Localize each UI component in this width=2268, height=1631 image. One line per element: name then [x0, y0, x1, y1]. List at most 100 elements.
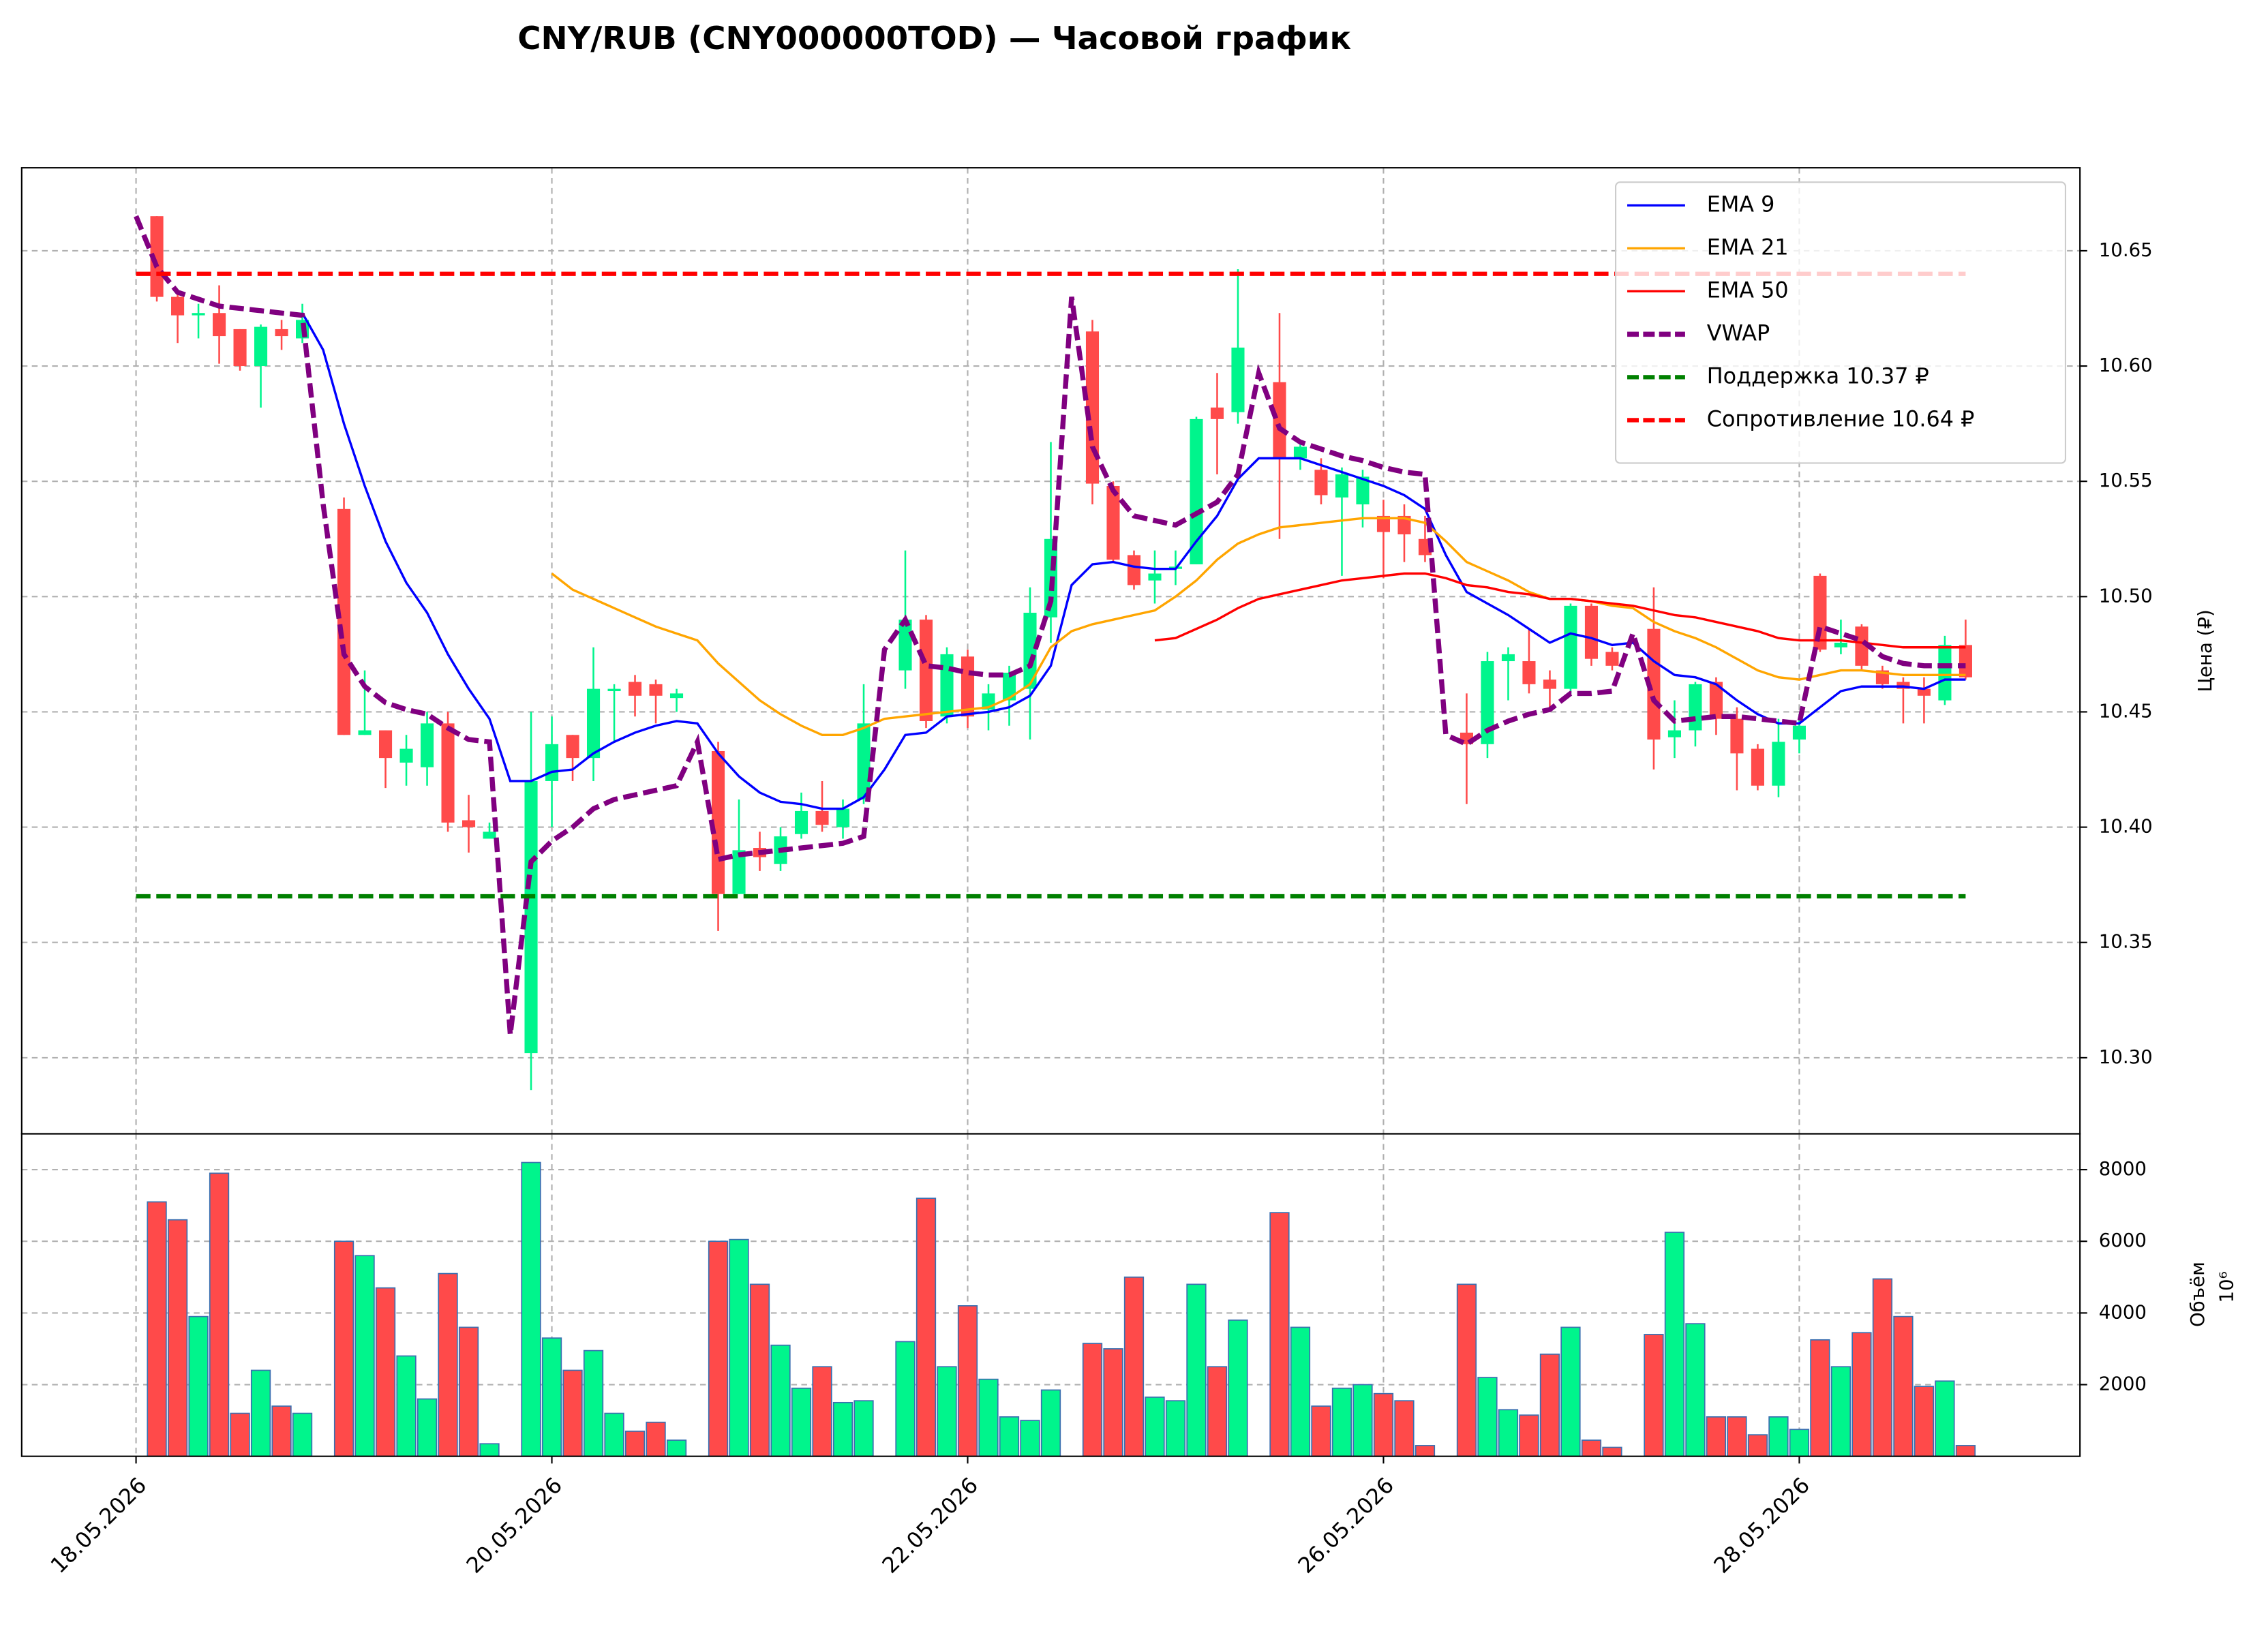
candle-body [607, 688, 621, 692]
volume-offset-label: 10⁶ [2216, 1271, 2238, 1302]
candle-body [1772, 742, 1785, 786]
candle-body [649, 684, 663, 696]
candle-body [815, 810, 829, 825]
volume-bar [1145, 1397, 1165, 1457]
candle-body [171, 296, 185, 316]
candle-body [732, 850, 746, 894]
volume-bar [1269, 1212, 1290, 1457]
candle-body [1314, 470, 1328, 496]
volume-bar [832, 1401, 853, 1457]
candle-body [1584, 605, 1599, 659]
volume-bar [1851, 1332, 1872, 1457]
y-tick-label: 10.55 [2099, 469, 2153, 491]
volume-bar [1373, 1392, 1394, 1457]
candle-body [1834, 642, 1847, 647]
y-tick-label: 8000 [2099, 1157, 2147, 1180]
volume-bar [1040, 1389, 1061, 1457]
volume-bar [729, 1238, 749, 1457]
volume-bar [1519, 1414, 1539, 1457]
y-tick-label: 10.30 [2099, 1046, 2153, 1068]
volume-bar [1228, 1320, 1248, 1457]
volume-bar [1893, 1315, 1914, 1457]
volume-bar [1872, 1278, 1893, 1457]
candle-body [254, 326, 268, 367]
volume-bar [1830, 1366, 1851, 1457]
candle-body [192, 313, 205, 316]
candle-body [441, 723, 455, 823]
candle-body [566, 735, 579, 759]
volume-bar [624, 1431, 646, 1457]
legend-label: Поддержка 10.37 ₽ [1707, 363, 1929, 388]
volume-bar [188, 1315, 209, 1457]
x-tick-label: 28.05.2026 [1708, 1472, 1815, 1579]
candle-body [420, 723, 434, 767]
volume-bar [1165, 1400, 1186, 1457]
candle-body [1689, 684, 1702, 731]
candle-body [1273, 382, 1286, 459]
volume-bar [147, 1201, 167, 1457]
volume-bar [354, 1255, 375, 1457]
indicator-line [134, 215, 1966, 1035]
volume-bar [1331, 1387, 1352, 1457]
volume-bar [167, 1219, 188, 1457]
volume-bar [999, 1416, 1020, 1457]
volume-bar [1186, 1283, 1207, 1457]
volume-bar [1207, 1366, 1228, 1457]
candle-body [1085, 331, 1100, 484]
volume-bar [666, 1439, 687, 1457]
volume-bar [770, 1344, 791, 1457]
y-tick-label: 10.50 [2099, 584, 2153, 607]
candle-body [1938, 645, 1952, 701]
candle-body [1667, 730, 1681, 737]
candle-body [1481, 661, 1494, 744]
volume-bar [916, 1198, 937, 1457]
candle-body [275, 329, 288, 337]
indicator-line [551, 517, 1966, 736]
x-tick-label: 20.05.2026 [461, 1472, 567, 1579]
y-tick-label: 6000 [2099, 1229, 2147, 1251]
candle-body [213, 313, 226, 337]
candle-body [1959, 645, 1972, 677]
volume-bar [791, 1387, 812, 1457]
candle-body [337, 508, 351, 735]
volume-bar [1456, 1283, 1477, 1457]
volume-bar [1747, 1434, 1768, 1457]
y-tick-label: 10.35 [2099, 930, 2153, 953]
candle-body [628, 682, 642, 696]
volume-bar [396, 1355, 417, 1457]
candle-body [940, 654, 954, 717]
candle-body [150, 216, 164, 297]
volume-bar [1415, 1445, 1436, 1457]
candle-body [1709, 682, 1723, 719]
candle-body [1501, 654, 1515, 662]
candle-body [1335, 474, 1349, 498]
volume-bar [438, 1272, 458, 1457]
volume-bar [1581, 1439, 1602, 1457]
volume-bar [1664, 1232, 1685, 1457]
candle-body [1023, 613, 1037, 689]
volume-bar [1935, 1380, 1955, 1457]
volume-bar [250, 1369, 271, 1457]
legend: EMA 9 EMA 21 EMA 50 VWAP Поддержка 10.37 ₽ Со… [1615, 181, 2067, 464]
candle-body [669, 693, 684, 699]
candle-body [399, 748, 413, 763]
volume-bar [895, 1341, 916, 1457]
legend-label: EMA 50 [1707, 277, 1789, 303]
volume-bar [1539, 1353, 1560, 1457]
volume-bar [1602, 1446, 1622, 1457]
candle-body [358, 730, 372, 735]
candle-body [857, 723, 871, 800]
volume-bar [1644, 1334, 1664, 1457]
candle-body [1002, 672, 1016, 701]
candle-body [1647, 628, 1661, 740]
volume-bar [230, 1412, 250, 1457]
candle-body [1210, 407, 1224, 419]
volume-bar [521, 1161, 541, 1457]
volume-bar [1498, 1409, 1519, 1457]
candle-body [794, 810, 808, 834]
legend-label: Сопротивление 10.64 ₽ [1707, 406, 1975, 431]
volume-bar [812, 1366, 832, 1457]
volume-bar [375, 1287, 396, 1457]
